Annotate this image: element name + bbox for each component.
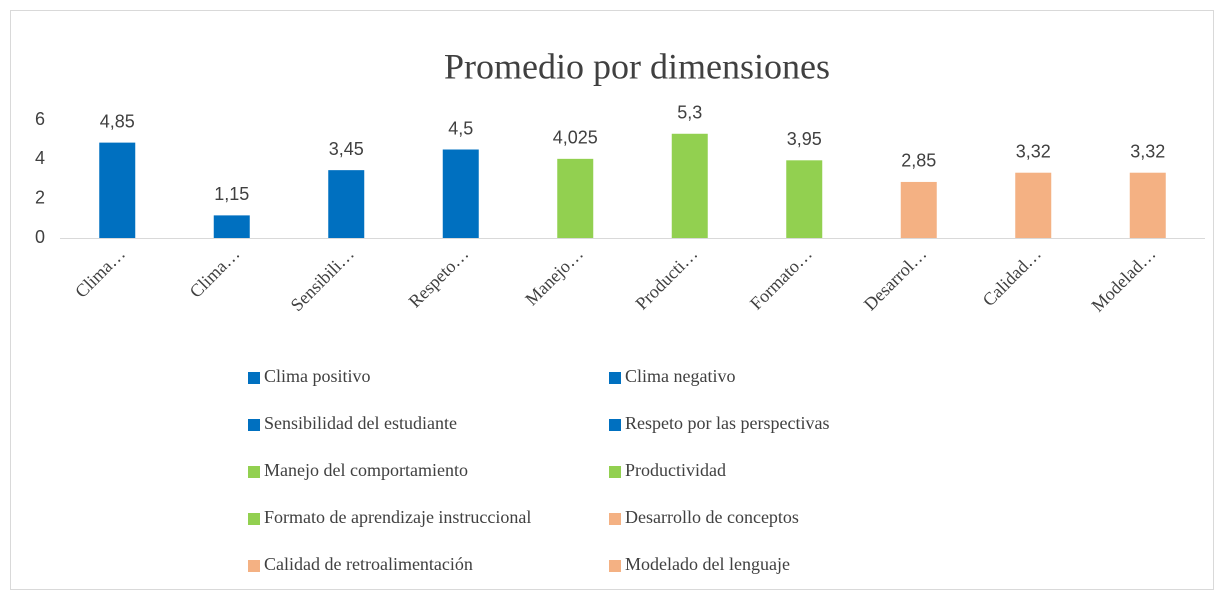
legend-label: Respeto por las perspectivas	[625, 413, 829, 433]
bar	[671, 133, 708, 238]
value-label: 1,15	[214, 184, 249, 204]
legend-swatch	[609, 513, 621, 525]
legend-swatch	[248, 419, 260, 431]
y-tick-label: 0	[35, 227, 45, 247]
bar	[900, 181, 937, 238]
legend-swatch	[248, 372, 260, 384]
bar	[328, 170, 365, 238]
legend-swatch	[248, 466, 260, 478]
value-label: 2,85	[901, 151, 936, 171]
bar	[442, 149, 479, 238]
legend-swatch	[248, 513, 260, 525]
legend-label: Formato de aprendizaje instruccional	[264, 507, 531, 527]
legend-swatch	[248, 560, 260, 572]
value-label: 3,32	[1016, 141, 1051, 161]
value-label: 3,45	[329, 139, 364, 159]
legend-swatch	[609, 560, 621, 572]
legend-label: Manejo del comportamiento	[264, 460, 468, 480]
legend-label: Productividad	[625, 460, 726, 480]
chart-title: Promedio por dimensiones	[444, 46, 830, 86]
y-tick-label: 6	[35, 109, 45, 129]
legend-label: Clima negativo	[625, 366, 735, 386]
bar	[213, 215, 250, 238]
legend-label: Calidad de retroalimentación	[264, 554, 473, 574]
legend-label: Clima positivo	[264, 366, 371, 386]
chart-border	[10, 10, 1214, 590]
legend-label: Sensibilidad del estudiante	[264, 413, 457, 433]
value-label: 5,3	[677, 103, 702, 123]
bar	[786, 160, 823, 238]
bar	[1129, 172, 1166, 238]
legend-swatch	[609, 466, 621, 478]
value-label: 4,5	[448, 118, 473, 138]
legend-label: Modelado del lenguaje	[625, 554, 790, 574]
value-label: 3,32	[1130, 141, 1165, 161]
value-label: 4,85	[100, 111, 135, 131]
legend-swatch	[609, 372, 621, 384]
legend-swatch	[609, 419, 621, 431]
y-tick-label: 4	[35, 148, 45, 168]
legend-label: Desarrollo de conceptos	[625, 507, 799, 527]
value-label: 4,025	[553, 128, 598, 148]
bar	[1015, 172, 1052, 238]
y-tick-label: 2	[35, 187, 45, 207]
bar	[99, 142, 136, 238]
value-label: 3,95	[787, 129, 822, 149]
bar	[557, 158, 594, 238]
